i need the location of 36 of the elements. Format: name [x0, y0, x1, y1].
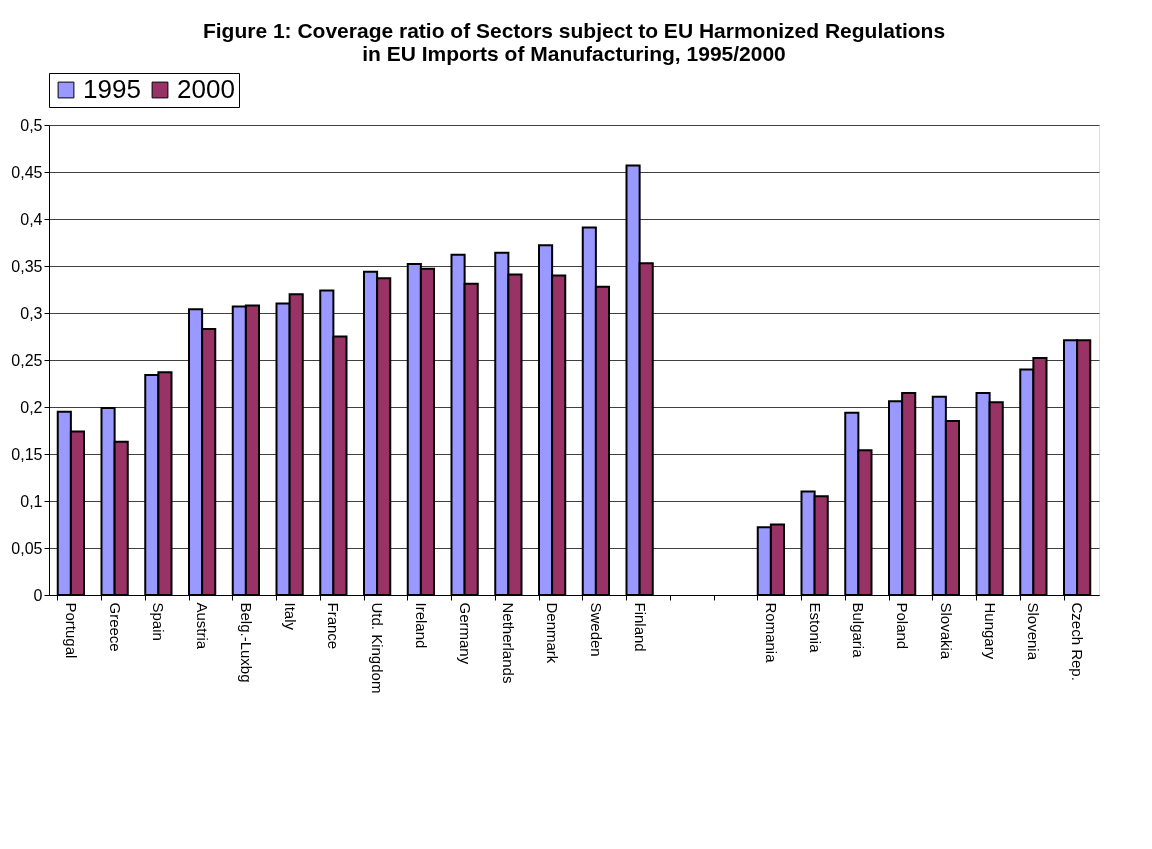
x-tick-label: Netherlands [500, 602, 518, 684]
y-tick-label: 0,5 [20, 116, 43, 134]
x-tick-label: Sweden [587, 602, 605, 657]
x-tick-label: Italy [281, 602, 299, 631]
legend-label: 2000 [177, 74, 235, 104]
chart-title: Figure 1: Coverage ratio of Sectors subject to EU Harmonized Regulations in EU Imports of Manufacturing, 1995/2000 [202, 18, 946, 65]
x-tick-label: Slovakia [937, 602, 955, 660]
x-tick-label: Romania [762, 602, 780, 664]
y-tick-label: 0,05 [11, 539, 43, 557]
y-tick-label: 0,45 [11, 163, 43, 181]
y-tick-label: 0 [33, 586, 43, 604]
x-tick-label: Slovenia [1025, 602, 1043, 661]
y-tick-label: 0,25 [11, 351, 43, 369]
x-tick-label: Finland [631, 602, 649, 652]
x-tick-label: Belg.-Luxbg [237, 602, 255, 683]
x-tick-label: Ireland [412, 602, 430, 649]
x-tick-label: Estonia [806, 602, 824, 654]
x-tick-label: Bulgaria [850, 602, 868, 659]
x-tick-label: Czech Rep. [1069, 602, 1087, 681]
x-tick-label: Utd. Kingdom [369, 602, 387, 694]
x-tick-label: Austria [194, 602, 212, 650]
x-tick-label: Spain [150, 602, 168, 641]
y-tick-label: 0,2 [20, 398, 43, 416]
y-tick-label: 0,3 [20, 304, 43, 322]
x-tick-label: Poland [894, 602, 912, 650]
legend-label: 1995 [83, 74, 141, 104]
y-tick-label: 0,4 [20, 210, 43, 228]
y-tick-label: 0,1 [20, 492, 43, 510]
y-tick-label: 0,35 [11, 257, 43, 275]
x-tick-label: Portugal [62, 602, 80, 659]
x-tick-label: Greece [106, 602, 124, 652]
y-tick-label: 0,15 [11, 445, 43, 463]
x-tick-label: France [325, 602, 343, 650]
x-tick-label: Germany [456, 602, 474, 665]
x-tick-label: Hungary [981, 602, 999, 660]
x-tick-label: Denmark [544, 602, 562, 664]
